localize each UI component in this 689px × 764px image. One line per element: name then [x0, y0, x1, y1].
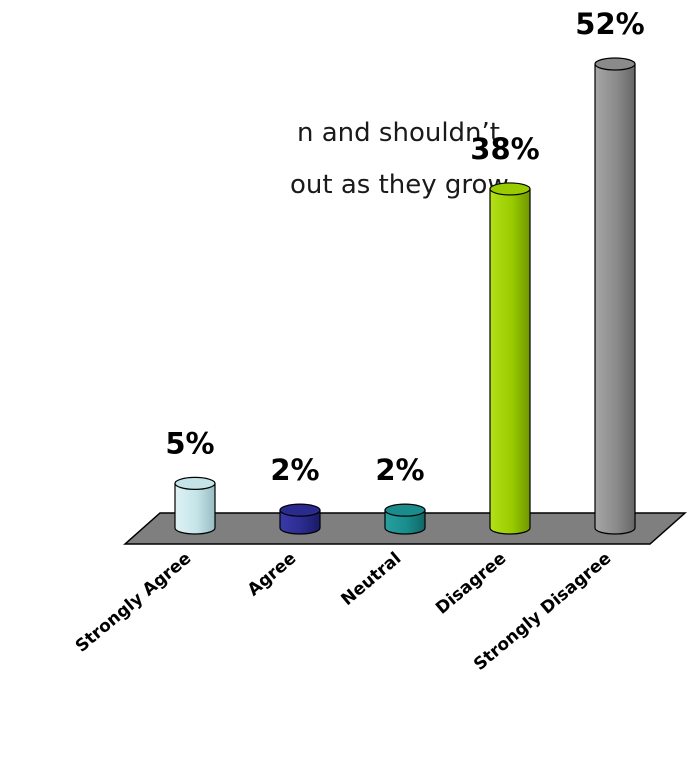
question-line-2: out as they grow. — [290, 170, 515, 200]
data-label-agree: 2% — [270, 453, 319, 487]
bar-body-disagree — [489, 188, 531, 535]
bar-top-strongly-agree — [174, 476, 216, 490]
bar-neutral — [384, 503, 426, 535]
bar-body-neutral — [384, 509, 426, 535]
tick-label-agree: Agree — [244, 549, 300, 601]
tick-label-strongly-agree: Strongly Agree — [72, 549, 195, 657]
bar-body-strongly-agree — [174, 482, 216, 535]
bar-strongly-agree — [174, 476, 216, 535]
bar-agree — [279, 503, 321, 535]
data-label-strongly-agree: 5% — [165, 426, 214, 460]
category-labels-group: Strongly Agree Agree Neutral DisagreeStrong… — [72, 549, 615, 675]
bar-top-agree — [279, 503, 321, 517]
bar-top-strongly-disagree — [594, 57, 636, 71]
tick-label-disagree: Disagree — [432, 549, 510, 619]
bar-strongly-disagree — [594, 57, 636, 535]
bar-disagree — [489, 182, 531, 535]
question-text: n and shouldn’t out as they grow. — [0, 0, 689, 200]
bar-top-disagree — [489, 182, 531, 196]
data-label-neutral: 2% — [375, 453, 424, 487]
data-labels-group: 5% 2% 2% 38% 52% — [165, 7, 644, 487]
tick-label-neutral: Neutral — [337, 549, 405, 610]
bar-top-neutral — [384, 503, 426, 517]
bar-body-strongly-disagree — [594, 63, 636, 535]
data-label-strongly-disagree: 52% — [575, 7, 644, 41]
bar-body-agree — [279, 509, 321, 535]
data-label-disagree: 38% — [470, 132, 539, 166]
bars-group — [174, 57, 636, 535]
question-line-1: n and shouldn’t — [297, 118, 500, 148]
